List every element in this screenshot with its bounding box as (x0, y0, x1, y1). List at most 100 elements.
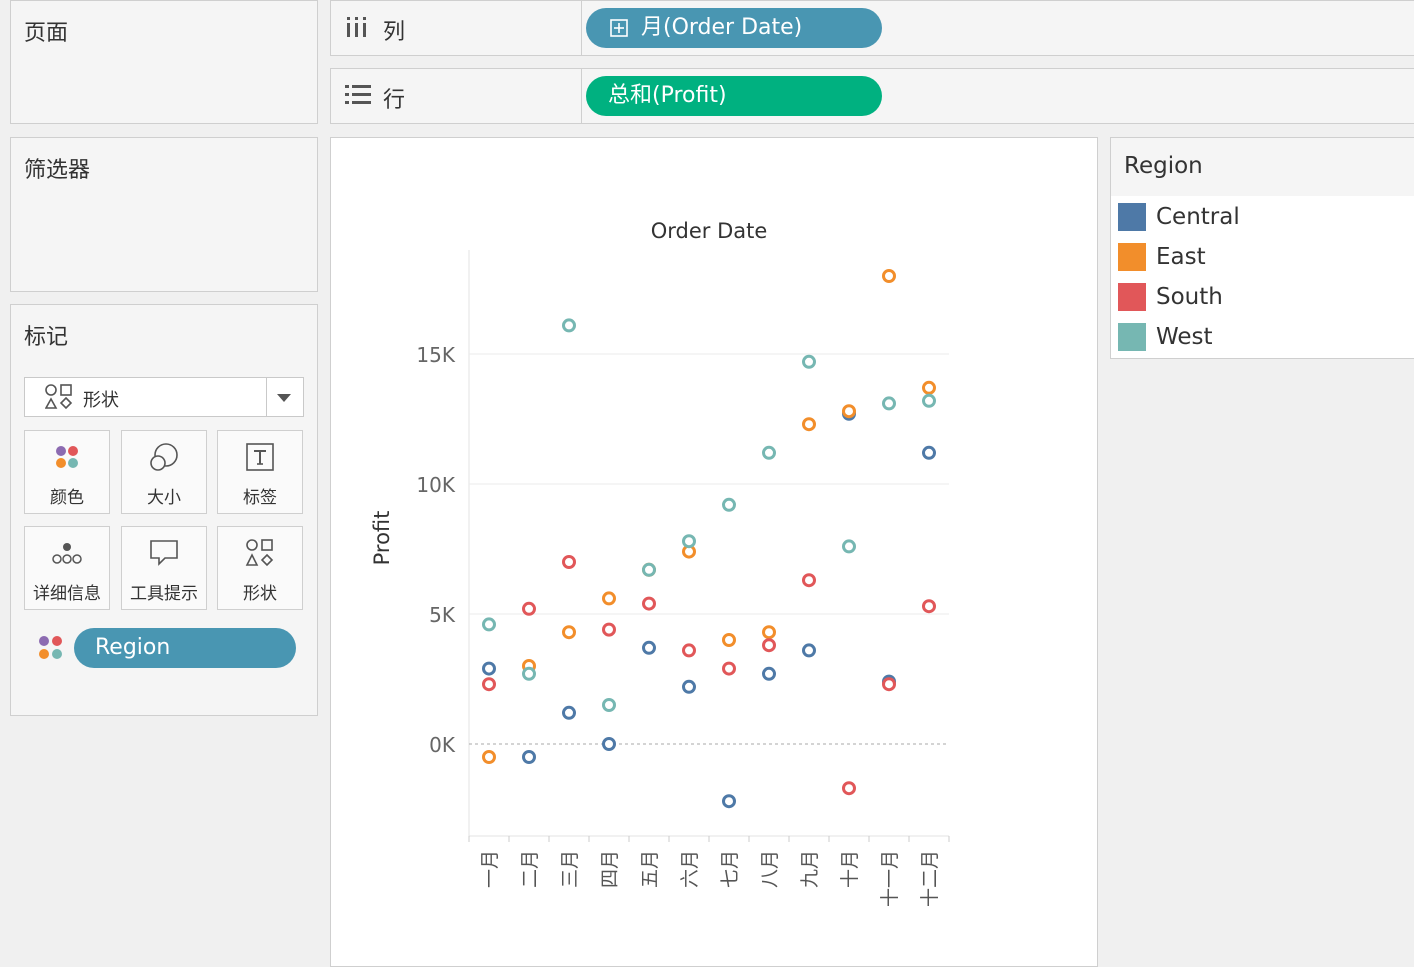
legend-item-label: West (1156, 324, 1213, 350)
pages-card[interactable]: 页面 (10, 0, 318, 124)
x-tick-label: 八月 (759, 850, 781, 888)
color-field-pill-region[interactable]: Region (74, 628, 296, 668)
legend-swatch (1118, 323, 1146, 351)
rows-list-icon (345, 85, 371, 104)
x-tick-label: 六月 (679, 850, 701, 888)
size-icon (150, 443, 178, 471)
columns-shelf-label: 列 (383, 20, 406, 45)
x-tick-label: 十月 (839, 850, 861, 888)
y-axis-label: Profit (370, 511, 394, 566)
data-point-west (482, 617, 496, 632)
marks-color-button[interactable]: 颜色 (24, 430, 110, 514)
data-point-central (762, 666, 776, 681)
marks-title: 标记 (24, 325, 69, 350)
region-legend[interactable]: Region Central East South West (1110, 137, 1414, 359)
data-point-central (642, 640, 656, 655)
chevron-down-icon[interactable] (277, 394, 291, 402)
marks-color-label: 颜色 (50, 488, 84, 508)
columns-shelf-header: 列 (331, 1, 582, 55)
scatter-chart[interactable]: Order Date Profit 0K 5K 10K 15K 一月 二月 三月 四月 五月 六月 七月… (331, 138, 1097, 958)
data-point-east (762, 625, 776, 640)
rows-shelf-label: 行 (383, 88, 406, 113)
data-point-central (802, 643, 816, 658)
marks-label-label: 标签 (243, 488, 277, 508)
shape-icon (245, 539, 274, 567)
pages-title: 页面 (24, 21, 69, 46)
data-point-west (762, 445, 776, 460)
data-point-east (882, 269, 896, 283)
color-dots-icon (56, 446, 78, 468)
data-point-south (842, 781, 856, 796)
data-point-west (802, 354, 816, 369)
data-point-west (722, 497, 736, 512)
y-tick-label: 5K (429, 603, 456, 627)
columns-icon (347, 17, 366, 37)
data-point-west (682, 534, 696, 549)
legend-swatch (1118, 283, 1146, 311)
columns-shelf[interactable]: 列 月(Order Date) (330, 0, 1414, 56)
data-point-south (922, 599, 936, 614)
mark-type-value: 形状 (83, 390, 119, 411)
x-tick-label: 九月 (799, 850, 821, 888)
columns-pill-label: 月(Order Date) (641, 15, 803, 40)
label-t-icon (246, 443, 274, 471)
mark-type-dropdown[interactable]: 形状 (24, 377, 304, 417)
data-point-east (482, 750, 496, 764)
data-point-east (842, 404, 856, 419)
data-point-south (602, 622, 616, 637)
x-tick-label: 四月 (599, 850, 621, 888)
marks-tooltip-label: 工具提示 (130, 584, 198, 604)
data-point-south (522, 601, 536, 616)
data-point-west (522, 666, 536, 681)
marks-shape-label: 形状 (243, 584, 277, 604)
y-tick-label: 10K (416, 473, 455, 497)
data-point-west (642, 562, 656, 577)
legend-swatch (1118, 243, 1146, 271)
data-point-central (562, 705, 576, 720)
shape-icon (45, 384, 73, 410)
rows-shelf[interactable]: 行 总和(Profit) (330, 68, 1414, 124)
marks-shape-button[interactable]: 形状 (217, 526, 303, 610)
data-point-central (682, 679, 696, 694)
x-tick-label: 七月 (719, 850, 741, 888)
rows-pill-label: 总和(Profit) (608, 83, 727, 108)
detail-dots-icon (52, 543, 82, 564)
x-tick-label: 三月 (559, 850, 581, 888)
data-point-central (522, 750, 536, 764)
plus-square-icon (610, 19, 628, 37)
data-point-south (682, 643, 696, 658)
data-point-east (802, 417, 816, 432)
rows-pill-profit[interactable]: 总和(Profit) (586, 76, 882, 116)
x-tick-label: 五月 (639, 850, 661, 888)
filters-title: 筛选器 (24, 158, 91, 183)
marks-size-button[interactable]: 大小 (121, 430, 207, 514)
data-point-west (882, 396, 896, 411)
tooltip-bubble-icon (150, 540, 178, 566)
marks-tooltip-button[interactable]: 工具提示 (121, 526, 207, 610)
data-point-east (602, 591, 616, 606)
color-dots-icon (39, 636, 62, 659)
dropdown-separator (266, 378, 267, 416)
chart-title: Order Date (651, 219, 768, 243)
x-tick-label: 一月 (479, 850, 501, 888)
marks-detail-label: 详细信息 (33, 584, 101, 604)
data-point-south (802, 573, 816, 588)
marks-detail-button[interactable]: 详细信息 (24, 526, 110, 610)
filters-card[interactable]: 筛选器 (10, 137, 318, 292)
legend-swatch (1118, 203, 1146, 231)
y-tick-label: 15K (416, 343, 455, 367)
data-point-east (562, 625, 576, 640)
legend-item-label: South (1156, 284, 1223, 310)
data-point-west (842, 539, 856, 554)
data-point-central (602, 737, 616, 751)
rows-shelf-header: 行 (331, 69, 582, 123)
data-point-east (722, 633, 736, 647)
data-point-central (482, 661, 496, 676)
legend-item-label: East (1156, 244, 1206, 270)
x-tick-label: 二月 (519, 850, 541, 888)
marks-label-button[interactable]: 标签 (217, 430, 303, 514)
columns-pill-order-date[interactable]: 月(Order Date) (586, 8, 882, 48)
chart-pane[interactable]: Order Date Profit 0K 5K 10K 15K 一月 二月 三月 四月 五月 六月 七月… (330, 137, 1098, 967)
data-point-south (722, 661, 736, 676)
y-tick-label: 0K (429, 733, 456, 757)
